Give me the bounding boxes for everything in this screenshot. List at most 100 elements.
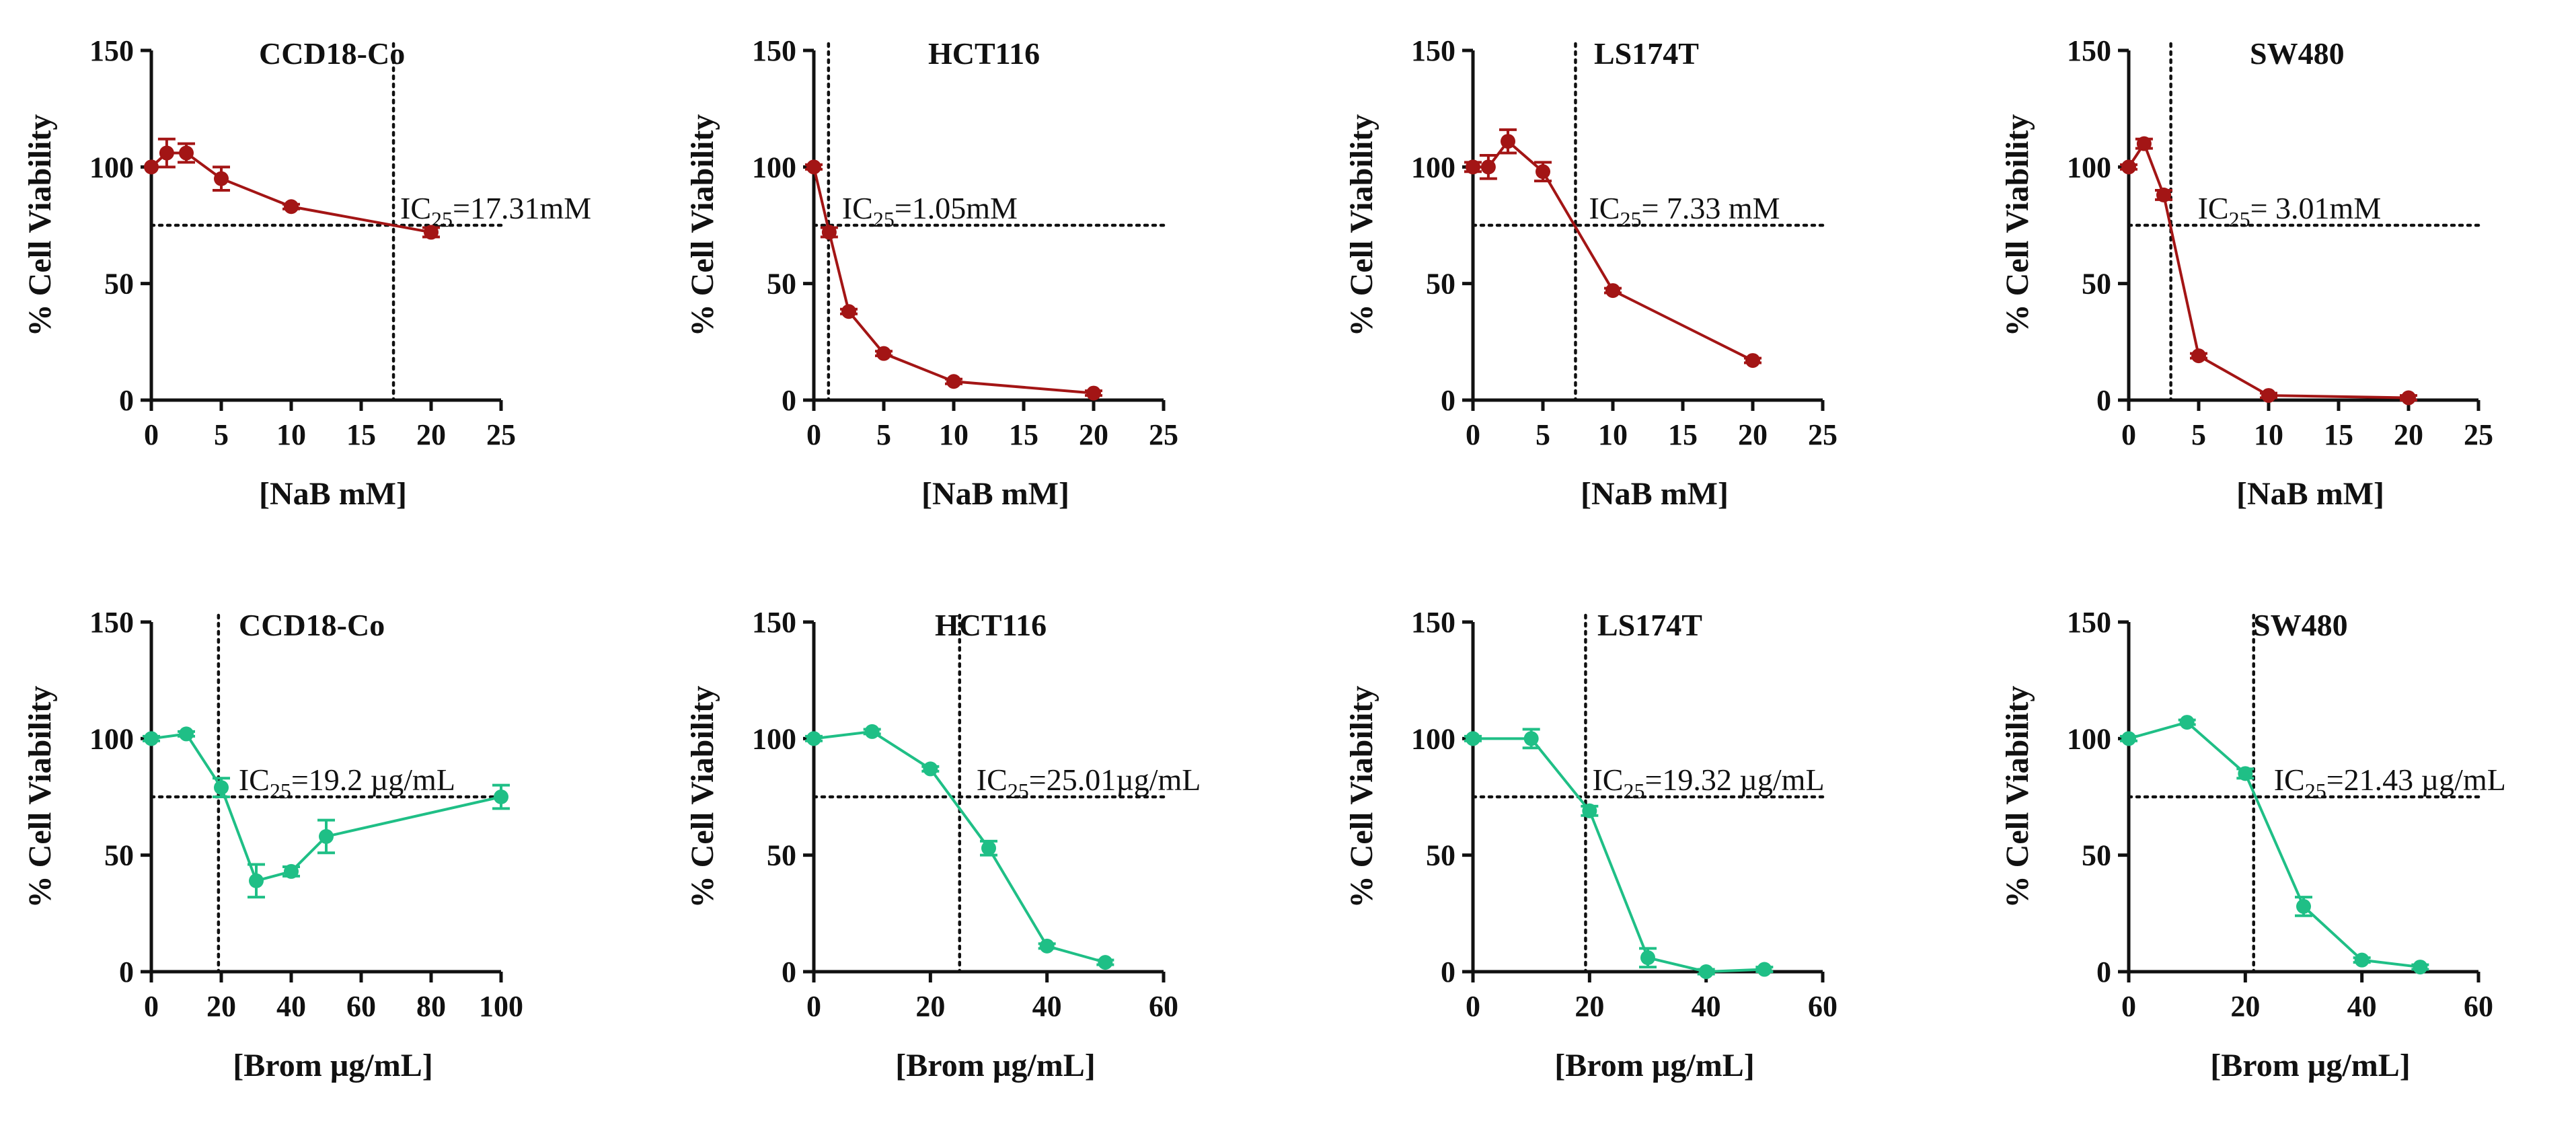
y-tick-label: 50 [767,268,796,301]
ic25-label-subscript: 25 [270,779,291,803]
data-point [2136,136,2152,151]
ic25-label-value: = 3.01mM [2250,191,2382,225]
ic25-label-value: =21.43 µg/mL [2326,763,2506,797]
x-axis-title: [NaB mM] [259,476,407,512]
x-tick-label: 25 [1149,418,1178,451]
x-tick-label: 20 [206,990,236,1023]
data-point [864,724,880,739]
y-axis-title: % Cell Viability [685,686,720,908]
data-point [821,225,837,240]
ic25-label-value: =19.2 µg/mL [291,763,455,797]
x-tick-label: 60 [2464,990,2493,1023]
data-point [923,761,938,777]
data-point [214,171,229,186]
y-tick-label: 150 [1411,606,1455,639]
data-point [1501,134,1515,149]
ic25-label: IC25= 7.33 mM [1589,191,1780,231]
data-point [1745,353,1760,369]
ic25-label: IC25=21.43 µg/mL [2274,763,2506,803]
x-tick-label: 0 [1466,418,1480,451]
y-axis-title: % Cell Viability [22,686,58,908]
panel-title: CCD18-Co [259,36,405,71]
x-axis-title: [Brom µg/mL] [2210,1048,2410,1083]
panel-title: CCD18-Co [239,608,385,642]
data-point [2296,898,2311,914]
y-axis-title: % Cell Viability [1344,114,1379,337]
data-point [2261,388,2276,403]
x-axis-title: [NaB mM] [921,476,1069,512]
data-point [2121,731,2136,746]
data-point [806,159,821,175]
data-point [214,780,229,796]
y-tick-label: 0 [782,956,796,989]
panel-8: 0 50 100 150 0 20 40 60 [Brom µg/mL] % Cell Viabi… [2000,606,2506,1083]
y-axis-title: % Cell Viability [2000,686,2035,908]
data-point [319,828,334,844]
ic25-label-subscript: 25 [2229,207,2250,231]
data-point [1039,938,1055,954]
x-tick-label: 20 [416,418,446,451]
data-point [249,873,264,888]
y-tick-label: 0 [1441,956,1455,989]
y-tick-label: 100 [2067,722,2111,755]
ic25-label-base: IC [2198,191,2229,225]
y-tick-label: 100 [1411,151,1455,184]
panel-1: 0 50 100 150 0 5 10 15 20 25 [NaB mM] % Cell Viabil… [22,34,591,512]
panel-6: 0 50 100 150 0 20 40 60 [Brom µg/mL] % Cell Viabi… [685,606,1201,1083]
x-tick-label: 0 [144,418,159,451]
x-tick-label: 20 [915,990,945,1023]
data-point [159,145,174,161]
y-tick-label: 0 [119,956,134,989]
ic25-label-base: IC [1592,763,1623,797]
ic25-label-subscript: 25 [1008,779,1029,803]
x-tick-label: 20 [2230,990,2260,1023]
x-axis-title: [NaB mM] [2236,476,2384,512]
series-line [813,730,1106,964]
y-tick-label: 50 [104,839,134,872]
x-tick-label: 5 [876,418,891,451]
y-tick-label: 100 [89,151,134,184]
x-tick-label: 60 [1149,990,1178,1023]
x-tick-label: 10 [939,418,969,451]
ic25-label: IC25=25.01µg/mL [977,763,1201,803]
y-tick-label: 150 [2067,34,2111,67]
panel-title: SW480 [2253,608,2348,642]
x-tick-label: 20 [1575,990,1604,1023]
x-tick-label: 60 [346,990,376,1023]
x-tick-label: 5 [1536,418,1550,451]
data-point [144,731,159,746]
data-point [2413,960,2428,975]
data-point [981,841,996,856]
data-point [1098,955,1113,970]
y-tick-label: 50 [2082,839,2111,872]
x-tick-label: 25 [486,418,516,451]
y-tick-label: 100 [752,722,796,755]
series-line [151,732,502,883]
x-axis-title: [Brom µg/mL] [895,1048,1095,1083]
ic25-label-value: =25.01µg/mL [1029,763,1201,797]
x-tick-label: 40 [2347,990,2377,1023]
x-tick-label: 20 [1079,418,1108,451]
y-tick-label: 50 [104,268,134,301]
data-point [179,726,194,742]
ic25-label-subscript: 25 [873,207,895,231]
data-point [2156,187,2171,202]
series-line [1473,139,1753,362]
data-point [876,346,891,361]
series-line [2128,720,2421,969]
y-tick-label: 50 [2082,268,2111,301]
panel-title: LS174T [1597,608,1702,642]
series-line [812,166,1094,395]
x-axis-title: [Brom µg/mL] [233,1048,432,1083]
data-point [946,374,961,389]
ic25-label-value: =1.05mM [895,191,1018,225]
y-axis-title: % Cell Viability [2000,114,2035,337]
y-tick-label: 0 [1441,384,1455,417]
x-tick-label: 40 [1692,990,1721,1023]
data-point [1698,964,1714,979]
y-tick-label: 150 [2067,606,2111,639]
x-tick-label: 60 [1808,990,1838,1023]
data-point [806,731,821,746]
data-point [2354,952,2370,968]
